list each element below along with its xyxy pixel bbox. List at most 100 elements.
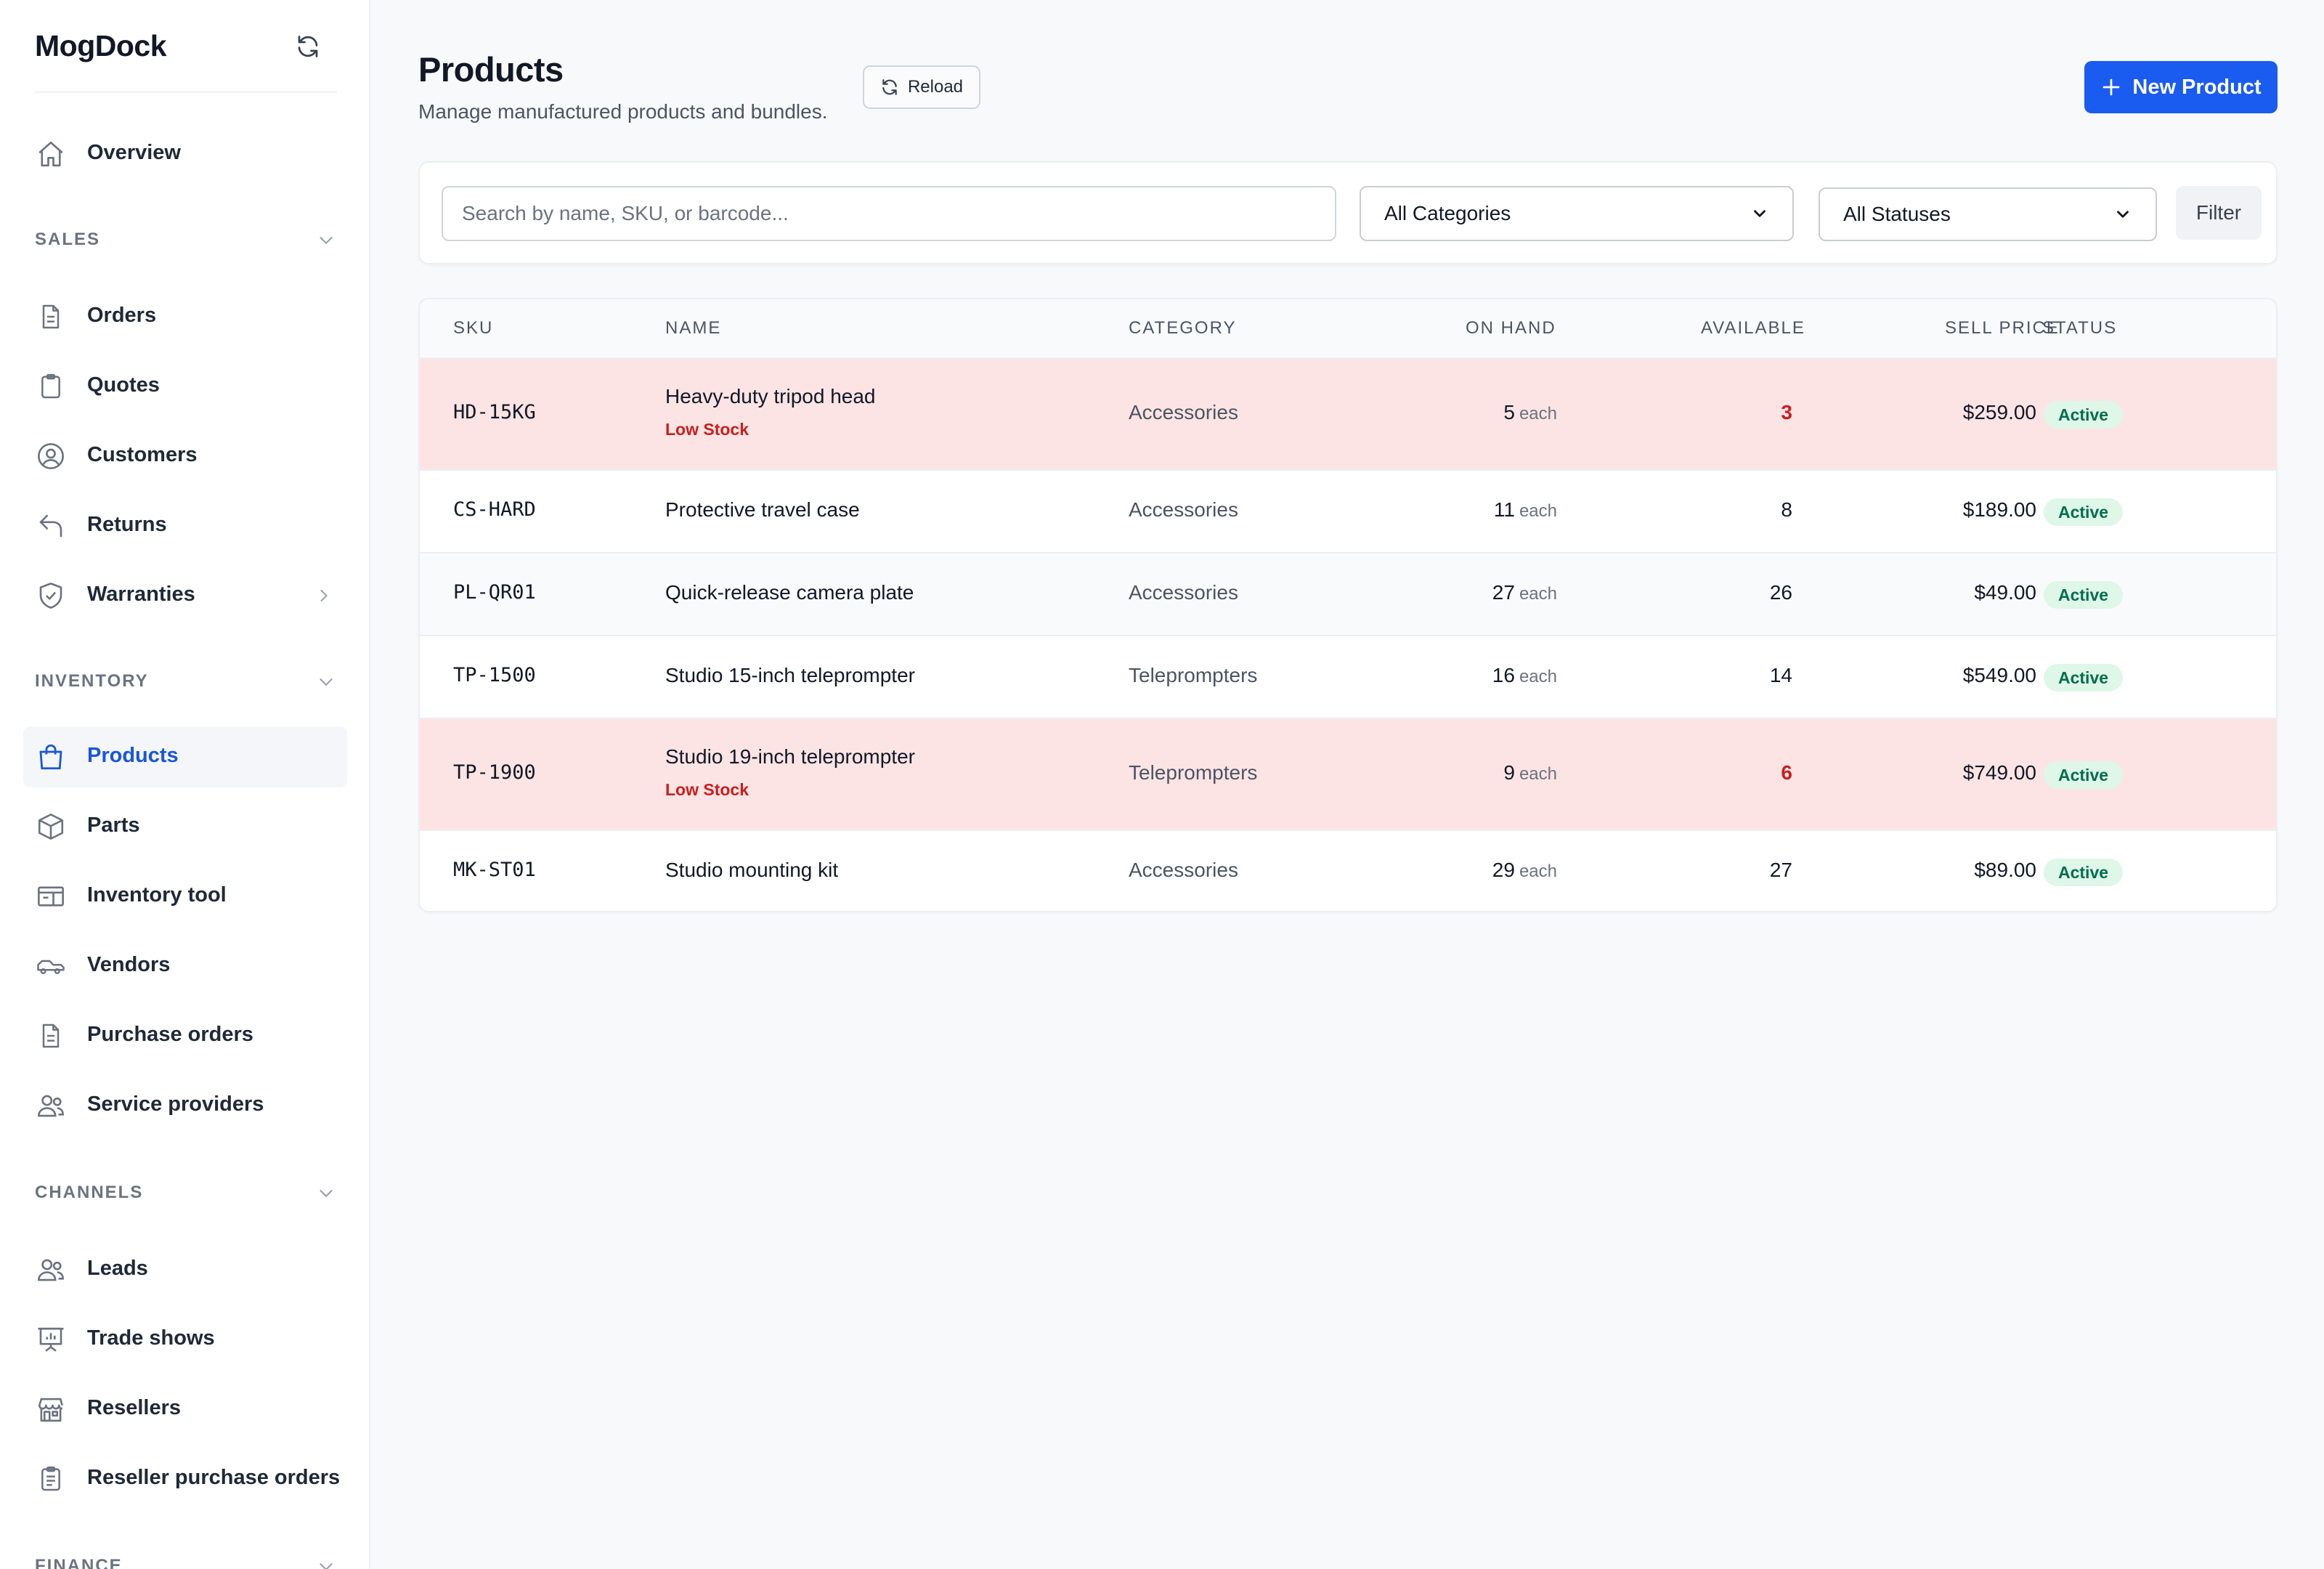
table-row[interactable]: CS-HARD Protective travel case Accessori…	[420, 471, 2276, 554]
refresh-icon[interactable]	[292, 31, 324, 62]
column-header-sku[interactable]: SKU	[453, 318, 494, 338]
section-channels[interactable]: CHANNELS	[35, 1180, 337, 1209]
storefront-icon	[35, 1393, 67, 1425]
table-row[interactable]: MK-ST01 Studio mounting kit Accessories …	[420, 831, 2276, 911]
section-inventory[interactable]: INVENTORY	[35, 668, 337, 697]
sidebar-item-parts[interactable]: Parts	[23, 796, 347, 857]
product-name[interactable]: Heavy-duty tripod head	[665, 385, 876, 408]
presentation-chart-icon	[35, 1323, 67, 1355]
status-badge: Active	[2044, 498, 2124, 526]
section-title: CHANNELS	[35, 1183, 144, 1202]
sidebar-item-inventory-tool[interactable]: Inventory tool	[23, 866, 347, 927]
available-cell: 27	[1769, 859, 1792, 881]
search-input[interactable]	[442, 186, 1336, 241]
sidebar-item-label: Products	[87, 744, 179, 767]
sidebar-item-customers[interactable]: Customers	[23, 426, 347, 487]
sidebar-item-trade-shows[interactable]: Trade shows	[23, 1309, 347, 1370]
sidebar-item-label: Trade shows	[87, 1326, 215, 1350]
on-hand-value: 16	[1492, 664, 1515, 686]
on-hand-cell: 5 each	[1503, 401, 1557, 424]
sidebar-item-overview[interactable]: Overview	[23, 123, 347, 185]
price-cell: $259.00	[1962, 401, 2036, 423]
return-arrow-icon	[35, 510, 67, 542]
shopping-bag-icon	[35, 741, 67, 773]
on-hand-value: 29	[1492, 859, 1515, 881]
sidebar-item-warranties[interactable]: Warranties	[23, 565, 347, 626]
reload-button[interactable]: Reload	[863, 65, 980, 109]
column-header-sell-price[interactable]: SELL PRICE	[1945, 318, 2060, 338]
sidebar-item-resellers[interactable]: Resellers	[23, 1379, 347, 1440]
product-name[interactable]: Quick-release camera plate	[665, 581, 914, 604]
chevron-down-icon	[320, 1563, 333, 1569]
product-name[interactable]: Studio mounting kit	[665, 859, 839, 881]
on-hand-cell: 16 each	[1492, 664, 1557, 687]
table-row[interactable]: PL-QR01 Quick-release camera plate Acces…	[420, 554, 2276, 636]
column-header-name[interactable]: NAME	[665, 318, 722, 338]
sidebar-item-returns[interactable]: Returns	[23, 495, 347, 556]
category-cell: Accessories	[1129, 498, 1238, 521]
category-cell: Accessories	[1129, 859, 1238, 881]
column-header-available[interactable]: AVAILABLE	[1701, 318, 1805, 338]
chevron-down-icon	[320, 678, 333, 686]
low-stock-tag: Low Stock	[665, 420, 749, 439]
unit-label: each	[1519, 764, 1557, 784]
sidebar-item-purchase-orders[interactable]: Purchase orders	[23, 1005, 347, 1066]
sidebar-item-label: Orders	[87, 304, 157, 327]
chevron-down-icon	[2117, 211, 2129, 218]
sidebar-item-quotes[interactable]: Quotes	[23, 356, 347, 417]
on-hand-cell: 11 each	[1494, 498, 1557, 522]
table-row[interactable]: TP-1900 Studio 19-inch teleprompter Low …	[420, 719, 2276, 831]
filter-bar: All Categories All Statuses Filter	[418, 161, 2278, 264]
status-badge: Active	[2044, 401, 2124, 429]
chevron-right-icon	[320, 589, 328, 602]
sidebar-item-service-providers[interactable]: Service providers	[23, 1075, 347, 1136]
price-cell: $49.00	[1974, 581, 2036, 604]
column-header-category[interactable]: CATEGORY	[1129, 318, 1237, 338]
sidebar-item-leads[interactable]: Leads	[23, 1239, 347, 1300]
sku-cell: CS-HARD	[453, 498, 536, 521]
table-row[interactable]: TP-1500 Studio 15-inch teleprompter Tele…	[420, 636, 2276, 719]
new-product-label: New Product	[2132, 75, 2262, 99]
section-finance[interactable]: FINANCE	[35, 1553, 337, 1569]
sidebar-item-label: Reseller purchase orders	[87, 1466, 341, 1489]
app-name: MogDock	[35, 29, 167, 62]
on-hand-value: 5	[1503, 401, 1515, 423]
document-icon	[35, 301, 67, 333]
sidebar-item-vendors[interactable]: Vendors	[23, 936, 347, 997]
table-row[interactable]: HD-15KG Heavy-duty tripod head Low Stock…	[420, 359, 2276, 471]
on-hand-cell: 29 each	[1492, 859, 1557, 882]
sidebar-item-label: Service providers	[87, 1092, 264, 1116]
sidebar-item-orders[interactable]: Orders	[23, 286, 347, 347]
category-select-value: All Categories	[1384, 202, 1511, 224]
cube-icon	[35, 811, 67, 843]
new-product-button[interactable]: New Product	[2084, 61, 2278, 113]
sku-cell: HD-15KG	[453, 401, 536, 423]
section-sales[interactable]: SALES	[35, 227, 337, 256]
column-header-status[interactable]: STATUS	[2042, 318, 2118, 338]
users-icon	[35, 1090, 67, 1122]
price-cell: $89.00	[1974, 859, 2036, 881]
status-badge: Active	[2044, 581, 2124, 609]
filter-button[interactable]: Filter	[2176, 186, 2262, 240]
home-icon	[35, 138, 67, 170]
section-title: SALES	[35, 230, 101, 249]
column-header-on-hand[interactable]: ON HAND	[1466, 318, 1556, 338]
category-cell: Teleprompters	[1129, 664, 1258, 686]
available-cell: 3	[1781, 401, 1792, 423]
sidebar-item-label: Warranties	[87, 583, 195, 606]
product-name[interactable]: Studio 19-inch teleprompter	[665, 745, 915, 768]
sidebar-item-label: Returns	[87, 513, 167, 536]
sidebar-item-products[interactable]: Products	[23, 726, 347, 787]
table-header: SKU NAME CATEGORY ON HAND AVAILABLE SELL…	[420, 299, 2276, 359]
sidebar-item-reseller-purchase-orders[interactable]: Reseller purchase orders	[23, 1448, 347, 1509]
main-content: Products Manage manufactured products an…	[370, 0, 2324, 1569]
status-select[interactable]: All Statuses	[1819, 187, 2157, 241]
product-name[interactable]: Protective travel case	[665, 498, 860, 521]
category-select[interactable]: All Categories	[1360, 186, 1794, 241]
product-name[interactable]: Studio 15-inch teleprompter	[665, 664, 915, 686]
sku-cell: TP-1900	[453, 761, 536, 784]
available-cell: 26	[1769, 581, 1792, 604]
category-cell: Accessories	[1129, 581, 1238, 604]
clipboard-list-icon	[35, 1463, 67, 1495]
unit-label: each	[1519, 667, 1557, 686]
